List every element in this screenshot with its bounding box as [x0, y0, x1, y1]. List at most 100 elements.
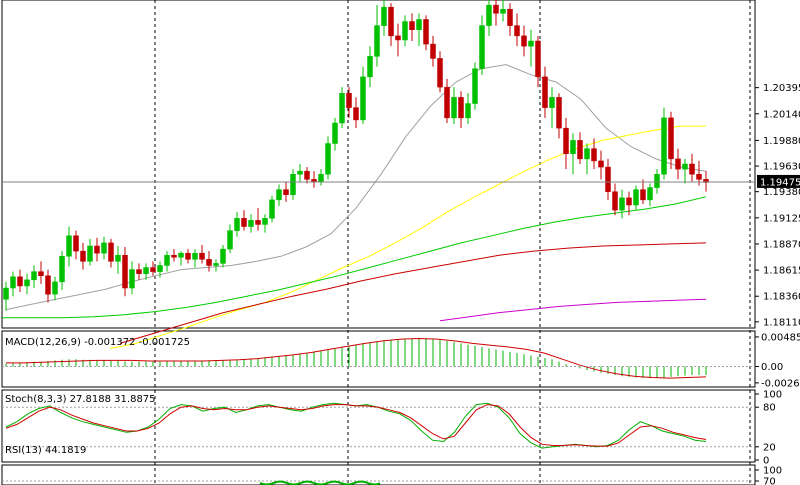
macd-frame: [1, 330, 756, 388]
stoch-frame: [1, 389, 756, 463]
candle: [640, 179, 646, 204]
candle: [52, 276, 58, 301]
stoch-tick-label: 100: [763, 390, 782, 401]
rsi-title: RSI(13) 44.1819: [5, 445, 86, 456]
candle: [108, 238, 114, 268]
candle-body: [675, 158, 681, 170]
candle: [535, 35, 541, 88]
candle: [612, 183, 618, 216]
candle-body: [479, 25, 485, 69]
candle: [619, 189, 625, 219]
candle-body: [234, 218, 240, 231]
price-tick-label: 1.19380: [763, 187, 800, 198]
candle-body: [24, 279, 30, 287]
stoch-signal-line: [5, 404, 707, 447]
price-tick-label: 1.18615: [763, 266, 800, 277]
candle: [227, 224, 233, 254]
candle-body: [213, 263, 219, 266]
candle: [605, 158, 611, 200]
candle-body: [626, 197, 632, 206]
candle: [409, 13, 415, 41]
candle: [591, 138, 597, 170]
candle: [234, 212, 240, 237]
candle-body: [311, 179, 317, 182]
candle-body: [416, 19, 422, 30]
candle: [31, 265, 37, 289]
candle: [696, 160, 702, 186]
candle-body: [17, 276, 23, 287]
candle: [157, 261, 163, 278]
candle-body: [318, 174, 324, 182]
candle: [626, 191, 632, 216]
candle-body: [682, 163, 688, 170]
candle: [437, 51, 443, 93]
candle-body: [402, 21, 408, 41]
candle: [220, 244, 226, 268]
candle-body: [129, 269, 135, 289]
candle: [339, 87, 345, 129]
candle: [689, 153, 695, 182]
candle: [318, 169, 324, 186]
candle: [80, 242, 86, 270]
candle-body: [304, 170, 310, 180]
candle: [101, 236, 107, 260]
candle-body: [374, 25, 380, 57]
candle-body: [647, 187, 653, 201]
rsi-frame: [1, 464, 756, 485]
stoch-tick-label: 80: [763, 403, 776, 414]
candle: [507, 3, 513, 36]
candle-body: [164, 254, 170, 266]
candle: [248, 214, 254, 233]
candle: [556, 93, 562, 139]
candle: [654, 169, 660, 194]
candle: [451, 87, 457, 125]
candle: [367, 46, 373, 88]
candle-body: [500, 8, 506, 14]
candle-body: [591, 148, 597, 162]
candle: [304, 167, 310, 184]
candle-body: [241, 218, 247, 227]
candle-body: [549, 97, 555, 108]
candle-body: [493, 4, 499, 14]
candle-body: [255, 220, 261, 225]
candle-body: [108, 242, 114, 262]
candle: [577, 132, 583, 164]
candle-body: [157, 265, 163, 272]
candle: [479, 15, 485, 75]
candle-body: [633, 189, 639, 206]
macd-tick-label: -0.002687: [761, 378, 800, 389]
price-tick-label: 1.18870: [763, 239, 800, 250]
candle: [122, 247, 128, 297]
candle-body: [556, 97, 562, 129]
candle-body: [423, 19, 429, 45]
candle-body: [360, 76, 366, 121]
candle: [311, 171, 317, 188]
candle: [143, 263, 149, 280]
candle: [255, 208, 261, 231]
candle: [598, 150, 604, 180]
candle-body: [339, 93, 345, 124]
candle-body: [612, 191, 618, 211]
candle-body: [66, 235, 72, 257]
candle: [374, 5, 380, 67]
candle-body: [542, 76, 548, 108]
candle: [241, 210, 247, 231]
candle: [465, 93, 471, 125]
candle-body: [325, 143, 331, 175]
price-tick-label: 1.20395: [763, 83, 800, 94]
candle-body: [206, 259, 212, 266]
candle: [10, 271, 16, 297]
candle-body: [395, 35, 401, 41]
candle: [570, 133, 576, 175]
price-tick-label: 1.18110: [763, 317, 800, 328]
candle: [192, 249, 198, 268]
candle: [416, 13, 422, 47]
rsi-tick-label: 100: [763, 466, 782, 477]
candle: [647, 183, 653, 207]
candle-body: [661, 117, 667, 175]
candle: [150, 261, 156, 276]
candle: [164, 251, 170, 272]
candle: [17, 269, 23, 293]
stoch-panel: 100 80 20 0: [2, 390, 782, 467]
